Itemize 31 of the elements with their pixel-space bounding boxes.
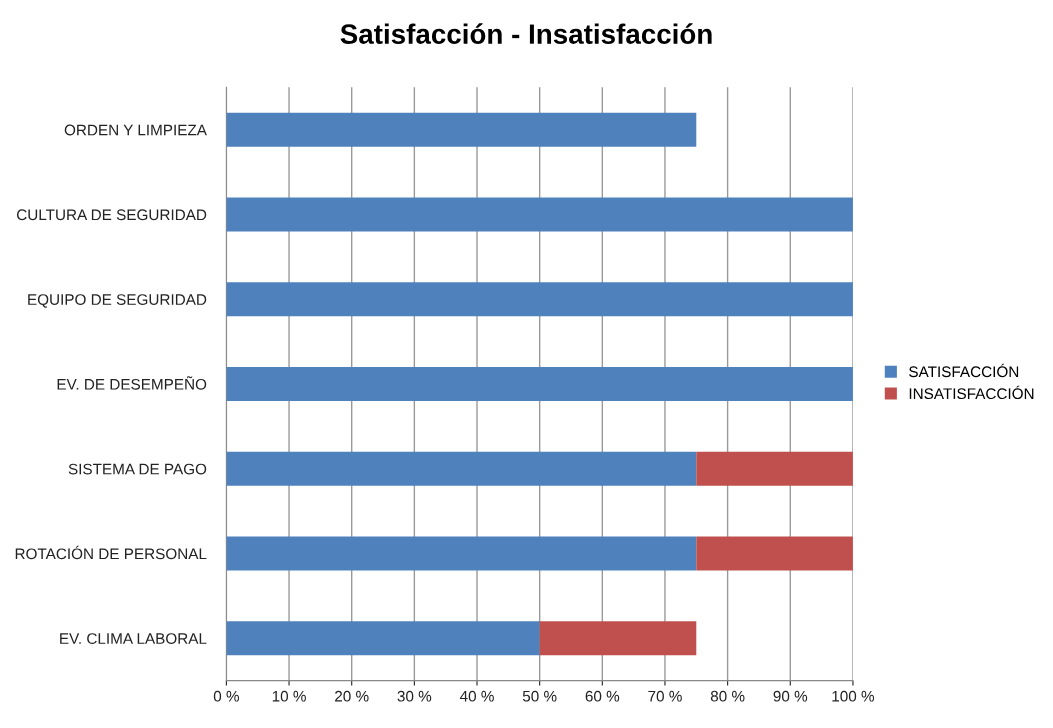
bar	[226, 621, 540, 656]
x-tick-label: 100 %	[832, 690, 875, 702]
chart-title: Satisfacción - Insatisfacción	[340, 23, 712, 44]
y-tick-label: EQUIPO DE SEGURIDAD	[28, 294, 207, 308]
bar	[696, 451, 853, 486]
x-tick-label: 10 %	[272, 690, 306, 702]
x-tick-label: 60 %	[585, 690, 620, 702]
y-tick-label: EV. DE DESEMPEÑO	[57, 376, 207, 390]
bar	[539, 621, 697, 656]
y-tick-label: CULTURA DE SEGURIDAD	[17, 209, 207, 221]
bar	[696, 536, 853, 571]
bar	[226, 282, 853, 317]
x-tick-label: 90 %	[773, 690, 808, 702]
bar	[226, 112, 697, 147]
legend-label: SATISFACCIÓN	[909, 363, 1019, 378]
y-tick-label: ROTACIÓN DE PERSONAL	[15, 545, 207, 560]
y-tick-label: EV. CLIMA LABORAL	[60, 633, 207, 644]
x-tick-label: 80 %	[710, 690, 745, 702]
legend-label: INSATISFACCIÓN	[909, 385, 1034, 400]
bar	[226, 367, 853, 401]
x-tick-label: 40 %	[459, 690, 494, 702]
x-tick-label: 0 %	[213, 690, 240, 702]
bar	[226, 451, 697, 486]
bar	[226, 197, 853, 232]
x-tick-label: 30 %	[397, 690, 432, 702]
x-tick-label: 50 %	[522, 690, 557, 702]
y-tick-label: ORDEN Y LIMPIEZA	[64, 124, 207, 136]
y-tick-label: SISTEMA DE PAGO	[68, 463, 207, 475]
x-tick-label: 70 %	[648, 690, 682, 702]
x-tick-label: 20 %	[335, 690, 369, 702]
bar	[226, 536, 697, 571]
